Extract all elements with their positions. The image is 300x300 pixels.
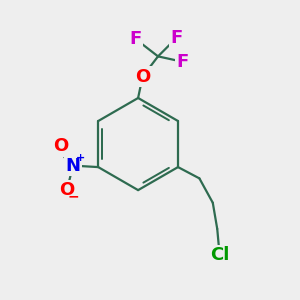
Text: O: O	[53, 137, 68, 155]
Text: N: N	[65, 157, 80, 175]
Text: +: +	[76, 153, 85, 163]
Text: F: F	[176, 53, 188, 71]
Text: F: F	[130, 30, 142, 48]
Text: O: O	[59, 181, 75, 199]
Text: −: −	[68, 190, 80, 203]
Text: F: F	[170, 29, 183, 47]
Text: Cl: Cl	[210, 246, 229, 264]
Text: O: O	[135, 68, 150, 85]
